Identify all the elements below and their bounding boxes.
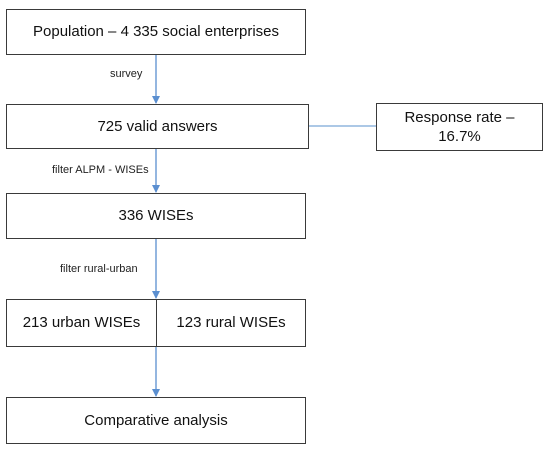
rural-wises-label: 123 rural WISEs	[176, 314, 286, 332]
filter-alpm-label: filter ALPM - WISEs	[52, 164, 149, 176]
valid-answers-label: 725 valid answers	[97, 117, 218, 135]
comparative-analysis-box: Comparative analysis	[6, 397, 306, 444]
wises-box: 336 WISEs	[6, 193, 306, 239]
survey-label: survey	[110, 68, 143, 80]
response-rate-label: Response rate – 16.7%	[404, 108, 515, 146]
rural-wises-box: 123 rural WISEs	[156, 299, 306, 347]
response-rate-box: Response rate – 16.7%	[376, 103, 543, 151]
wises-label: 336 WISEs	[118, 207, 194, 225]
filter-rural-urban-label: filter rural-urban	[60, 263, 138, 275]
urban-wises-label: 213 urban WISEs	[22, 314, 141, 332]
comparative-analysis-label: Comparative analysis	[84, 411, 228, 429]
population-label: Population – 4 335 social enterprises	[33, 23, 279, 41]
population-box: Population – 4 335 social enterprises	[6, 9, 306, 55]
valid-answers-box: 725 valid answers	[6, 104, 309, 149]
urban-wises-box: 213 urban WISEs	[6, 299, 157, 347]
